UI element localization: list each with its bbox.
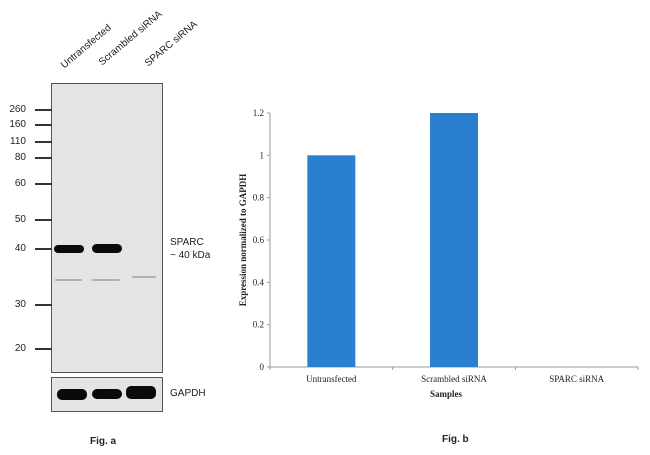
mw-marker-label: 50 — [14, 214, 26, 225]
faint-band — [92, 279, 120, 281]
bar-scrambled-sirna — [430, 113, 478, 367]
mw-tick — [35, 124, 52, 126]
loading-control-label: GAPDH — [170, 388, 206, 399]
sparc-band-untransfected — [54, 245, 84, 253]
y-tick-label: 0.2 — [253, 320, 264, 330]
x-axis-label: Samples — [430, 389, 463, 399]
mw-tick — [35, 248, 52, 250]
mw-tick — [35, 141, 52, 143]
y-tick-label: 1 — [260, 150, 265, 160]
y-tick-label: 0 — [260, 362, 265, 372]
sparc-band-scrambled — [92, 244, 122, 253]
faint-band — [55, 279, 82, 281]
gapdh-band — [57, 389, 87, 400]
target-size: ~ 40 kDa — [170, 250, 211, 261]
x-tick-label: Untransfected — [306, 374, 357, 384]
mw-marker-label: 60 — [14, 178, 26, 189]
fig-b-caption: Fig. b — [442, 434, 469, 445]
mw-marker-label: 40 — [14, 243, 26, 254]
y-axis-label: Expression normalized to GAPDH — [238, 174, 248, 307]
x-tick-label: SPARC siRNA — [549, 374, 604, 384]
y-tick-label: 0.6 — [253, 235, 265, 245]
mw-marker-label: 260 — [9, 104, 26, 115]
sparc-blot — [51, 83, 163, 373]
y-tick-label: 0.4 — [253, 277, 265, 287]
mw-tick — [35, 304, 52, 306]
mw-marker-label: 160 — [9, 119, 26, 130]
mw-tick — [35, 157, 52, 159]
target-label: SPARC — [170, 237, 204, 248]
y-tick-label: 0.8 — [253, 193, 265, 203]
mw-marker-label: 20 — [14, 343, 26, 354]
bar-untransfected — [307, 155, 356, 367]
gapdh-blot — [51, 377, 163, 412]
y-tick-label: 1.2 — [253, 108, 264, 118]
mw-marker-label: 30 — [14, 299, 26, 310]
gapdh-band — [92, 389, 122, 399]
mw-marker-label: 80 — [14, 152, 26, 163]
x-tick-label: Scrambled siRNA — [421, 374, 487, 384]
faint-band — [132, 276, 156, 278]
mw-tick — [35, 348, 52, 350]
gapdh-band — [126, 386, 156, 399]
fig-a-caption: Fig. a — [90, 436, 117, 447]
mw-tick — [35, 219, 52, 221]
mw-tick — [35, 183, 52, 185]
mw-marker-label: 110 — [10, 136, 26, 147]
mw-tick — [35, 109, 52, 111]
